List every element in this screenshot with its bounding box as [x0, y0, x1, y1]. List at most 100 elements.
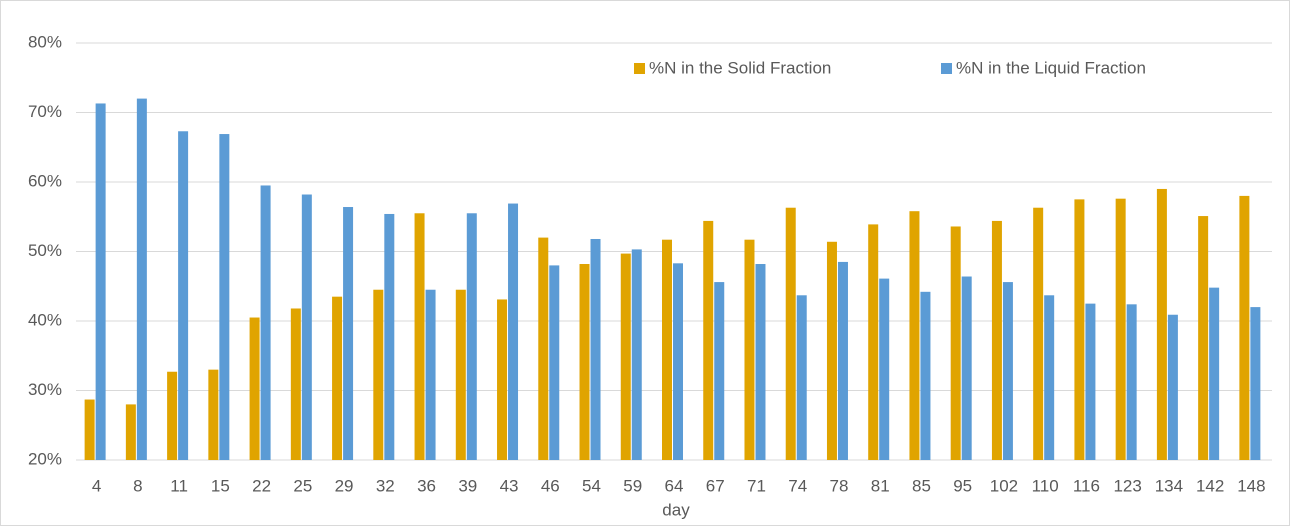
- bar: [384, 213, 395, 460]
- bar: [920, 291, 931, 460]
- bar: [549, 265, 560, 460]
- bar: [631, 249, 642, 460]
- bar: [620, 253, 631, 460]
- x-tick-label: 67: [706, 476, 725, 495]
- bar: [290, 308, 301, 460]
- bar: [1002, 282, 1013, 460]
- bar: [961, 276, 972, 460]
- x-tick-label: 102: [990, 476, 1018, 495]
- bar: [249, 317, 260, 460]
- bar: [991, 220, 1002, 460]
- x-tick-label: 81: [871, 476, 890, 495]
- x-tick-label: 71: [747, 476, 766, 495]
- bar: [208, 369, 219, 460]
- y-tick-label: 20%: [28, 449, 62, 468]
- x-tick-label: 46: [541, 476, 560, 495]
- x-tick-label: 142: [1196, 476, 1224, 495]
- x-tick-label: 4: [92, 476, 101, 495]
- bar: [868, 224, 879, 460]
- x-tick-label: 148: [1237, 476, 1265, 495]
- y-tick-label: 40%: [28, 310, 62, 329]
- bar: [1044, 295, 1055, 460]
- bar: [455, 289, 466, 460]
- bar: [1126, 304, 1137, 460]
- bar: [1033, 207, 1044, 460]
- bar: [497, 299, 508, 460]
- x-tick-label: 22: [252, 476, 271, 495]
- y-tick-label: 80%: [28, 32, 62, 51]
- bar: [343, 207, 354, 460]
- x-tick-label: 43: [500, 476, 519, 495]
- bar: [301, 194, 312, 460]
- bar: [837, 261, 848, 460]
- bar: [879, 278, 890, 460]
- bar: [1167, 314, 1178, 460]
- bar: [579, 264, 590, 460]
- bar: [673, 263, 683, 460]
- x-tick-label: 39: [458, 476, 477, 495]
- x-tick-label: 8: [133, 476, 142, 495]
- bar: [662, 239, 672, 460]
- bar: [1239, 195, 1250, 460]
- legend-label: %N in the Liquid Fraction: [956, 58, 1146, 77]
- bar: [332, 296, 343, 460]
- bar: [590, 238, 601, 460]
- x-tick-label: 59: [623, 476, 642, 495]
- bar: [136, 98, 147, 460]
- y-tick-label: 30%: [28, 380, 62, 399]
- bar: [508, 203, 519, 461]
- bar: [260, 185, 271, 460]
- x-tick-label: 123: [1113, 476, 1141, 495]
- x-tick-label: 78: [830, 476, 849, 495]
- x-tick-label: 134: [1155, 476, 1183, 495]
- bar: [1156, 188, 1167, 460]
- y-tick-label: 70%: [28, 102, 62, 121]
- bar: [538, 237, 549, 460]
- x-tick-label: 54: [582, 476, 601, 495]
- x-tick-label: 85: [912, 476, 931, 495]
- bar: [950, 226, 961, 460]
- bar: [466, 213, 477, 460]
- y-tick-label: 60%: [28, 171, 62, 190]
- bar: [785, 207, 796, 460]
- bar: [1074, 199, 1085, 460]
- legend-label: %N in the Solid Fraction: [649, 58, 831, 77]
- x-axis-label: day: [662, 500, 690, 519]
- bar: [1198, 216, 1209, 460]
- bar: [1250, 307, 1261, 460]
- x-tick-label: 116: [1073, 476, 1100, 495]
- bar: [178, 131, 189, 460]
- x-tick-label: 95: [953, 476, 972, 495]
- x-tick-label: 29: [335, 476, 354, 495]
- bar: [796, 295, 807, 460]
- x-tick-label: 36: [417, 476, 436, 495]
- bar: [84, 399, 95, 460]
- x-tick-label: 74: [788, 476, 807, 495]
- x-tick-label: 11: [170, 476, 188, 495]
- legend-swatch: [634, 63, 645, 74]
- bar: [373, 289, 384, 460]
- bar: [703, 220, 714, 460]
- bar: [909, 211, 920, 460]
- bar: [219, 134, 230, 461]
- bar: [425, 289, 436, 460]
- x-tick-label: 25: [293, 476, 312, 495]
- bar: [826, 241, 837, 460]
- bar: [414, 213, 425, 460]
- y-tick-label: 50%: [28, 241, 62, 260]
- bar: [95, 103, 106, 460]
- legend-swatch: [941, 63, 952, 74]
- bar: [1209, 287, 1220, 460]
- x-tick-label: 32: [376, 476, 395, 495]
- bar: [1085, 303, 1096, 460]
- bar: [125, 404, 136, 460]
- bar: [755, 264, 766, 460]
- bar: [744, 239, 755, 460]
- bar: [167, 371, 178, 460]
- x-tick-label: 110: [1032, 476, 1059, 495]
- x-tick-label: 64: [665, 476, 684, 495]
- x-tick-label: 15: [211, 476, 230, 495]
- bar: [714, 282, 725, 460]
